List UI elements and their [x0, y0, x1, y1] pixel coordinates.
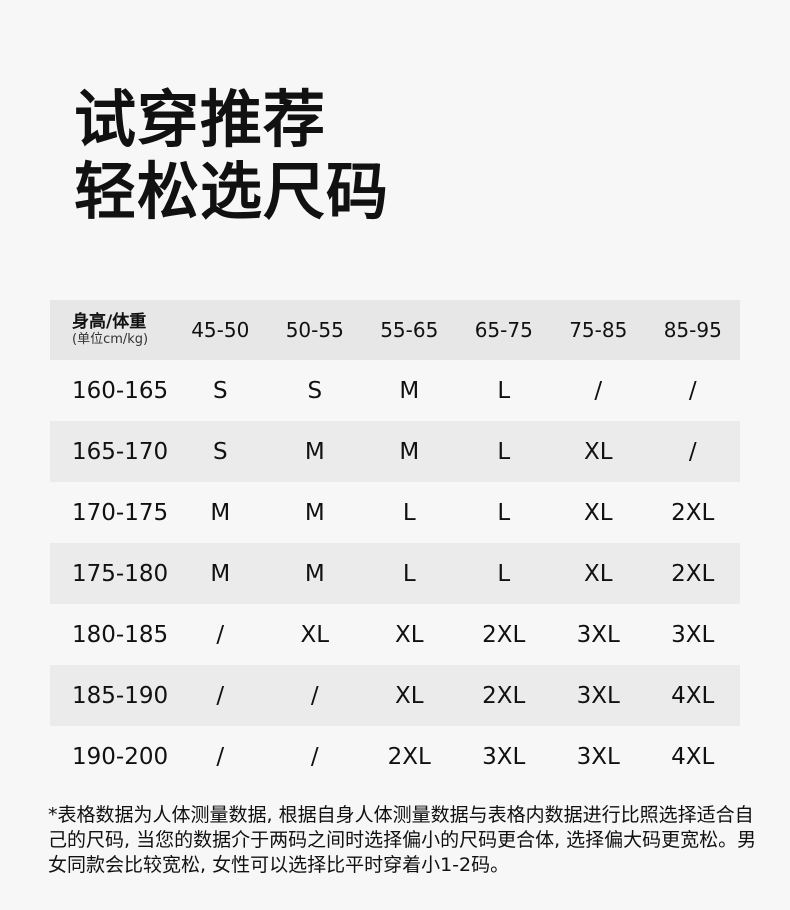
column-header: 85-95	[663, 318, 722, 342]
size-cell: L	[497, 438, 511, 465]
size-cell: M	[210, 499, 231, 526]
size-chart-table: 身高/体重 (单位cm/kg) 45-50 50-55 55-65 65-75 …	[50, 300, 740, 787]
page-title: 试穿推荐 轻松选尺码	[74, 84, 389, 228]
size-cell: 3XL	[576, 682, 620, 709]
table-row: 170-175 M M L L XL 2XL	[50, 482, 740, 543]
size-cell: L	[497, 499, 511, 526]
size-cell: L	[402, 499, 416, 526]
size-cell: XL	[394, 682, 424, 709]
size-cell: M	[399, 438, 420, 465]
size-cell: S	[307, 377, 323, 404]
row-height-label: 180-185	[72, 621, 169, 648]
size-cell: 2XL	[482, 621, 526, 648]
column-header: 50-55	[285, 318, 344, 342]
size-cell: 3XL	[482, 743, 526, 770]
size-cell: XL	[583, 438, 613, 465]
size-cell: XL	[394, 621, 424, 648]
header-height-weight: 身高/体重 (单位cm/kg)	[50, 300, 173, 360]
size-cell: /	[594, 377, 603, 404]
header-unit-label: (单位cm/kg)	[72, 332, 149, 347]
column-header: 75-85	[569, 318, 628, 342]
table-row: 165-170 S M M L XL /	[50, 421, 740, 482]
footnote: *表格数据为人体测量数据, 根据自身人体测量数据与表格内数据进行比照选择适合自己…	[48, 804, 757, 876]
size-cell: M	[304, 499, 325, 526]
title-line-2: 轻松选尺码	[74, 155, 390, 228]
row-height-label: 165-170	[72, 438, 169, 465]
table-header-row: 身高/体重 (单位cm/kg) 45-50 50-55 55-65 65-75 …	[50, 300, 740, 360]
table-row: 160-165 S S M L / /	[50, 360, 740, 421]
size-cell: /	[688, 438, 697, 465]
size-cell: 2XL	[482, 682, 526, 709]
row-height-label: 175-180	[72, 560, 169, 587]
size-cell: /	[310, 682, 319, 709]
table-row: 175-180 M M L L XL 2XL	[50, 543, 740, 604]
size-cell: /	[310, 743, 319, 770]
size-cell: M	[210, 560, 231, 587]
size-cell: XL	[300, 621, 330, 648]
size-cell: /	[216, 743, 225, 770]
size-cell: 2XL	[671, 560, 715, 587]
size-cell: 3XL	[576, 743, 620, 770]
size-cell: 2XL	[387, 743, 431, 770]
title-line-1: 试穿推荐	[74, 83, 327, 156]
size-cell: 3XL	[671, 621, 715, 648]
size-cell: /	[688, 377, 697, 404]
table-row: 190-200 / / 2XL 3XL 3XL 4XL	[50, 726, 740, 787]
column-header: 55-65	[380, 318, 439, 342]
row-height-label: 170-175	[72, 499, 169, 526]
row-height-label: 160-165	[72, 377, 169, 404]
size-cell: /	[216, 621, 225, 648]
row-height-label: 185-190	[72, 682, 169, 709]
size-cell: L	[402, 560, 416, 587]
column-header: 45-50	[191, 318, 250, 342]
size-cell: L	[497, 377, 511, 404]
row-height-label: 190-200	[72, 743, 169, 770]
column-header: 65-75	[474, 318, 533, 342]
size-cell: S	[212, 377, 228, 404]
header-main-label: 身高/体重	[72, 312, 147, 332]
size-cell: 2XL	[671, 499, 715, 526]
size-cell: 3XL	[576, 621, 620, 648]
size-cell: XL	[583, 560, 613, 587]
size-cell: M	[304, 560, 325, 587]
size-cell: S	[212, 438, 228, 465]
size-cell: XL	[583, 499, 613, 526]
size-cell: M	[399, 377, 420, 404]
size-cell: M	[304, 438, 325, 465]
table-row: 185-190 / / XL 2XL 3XL 4XL	[50, 665, 740, 726]
size-cell: L	[497, 560, 511, 587]
size-cell: 4XL	[671, 743, 715, 770]
size-cell: /	[216, 682, 225, 709]
size-cell: 4XL	[671, 682, 715, 709]
table-row: 180-185 / XL XL 2XL 3XL 3XL	[50, 604, 740, 665]
